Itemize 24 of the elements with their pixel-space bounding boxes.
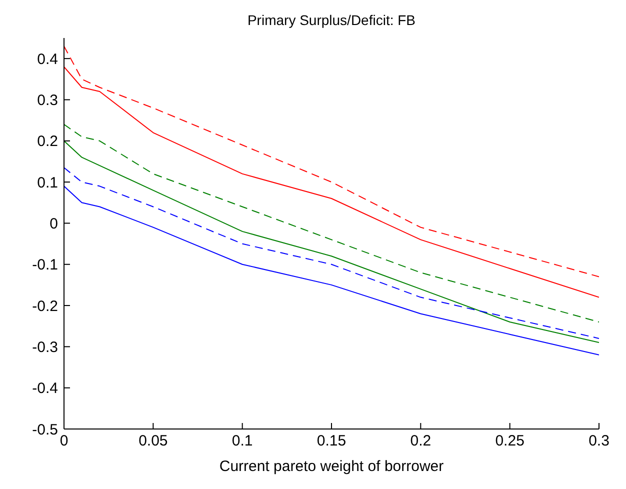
y-tick-label: 0.4	[37, 50, 58, 68]
y-tick-label: -0.2	[32, 298, 58, 315]
y-tick-label: 0.1	[37, 174, 58, 192]
line-series	[64, 167, 599, 339]
x-tick-label: 0.25	[495, 432, 524, 450]
y-tick-label: 0.2	[37, 133, 58, 150]
x-tick-label: 0.3	[588, 432, 610, 450]
line-series	[64, 140, 599, 344]
x-tick-label: 0.2	[410, 432, 432, 450]
y-tick-label: -0.5	[32, 421, 58, 438]
y-tick-label: 0.3	[37, 92, 58, 110]
line-series	[64, 46, 599, 278]
y-tick-label: 0	[50, 216, 58, 233]
chart-title: Primary Surplus/Deficit: FB	[246, 12, 417, 28]
line-series	[64, 124, 599, 322]
line-series	[64, 66, 599, 298]
y-tick-label: -0.1	[32, 256, 58, 274]
y-tick-label: -0.3	[32, 339, 58, 356]
x-tick-label: 0.1	[232, 432, 253, 450]
x-axis-title: Current pareto weight of borrower	[218, 458, 445, 475]
x-tick-label: 0.15	[316, 432, 346, 450]
y-tick-label: -0.4	[32, 380, 58, 398]
x-tick-label: 0.05	[138, 432, 168, 450]
line-series	[64, 186, 599, 356]
